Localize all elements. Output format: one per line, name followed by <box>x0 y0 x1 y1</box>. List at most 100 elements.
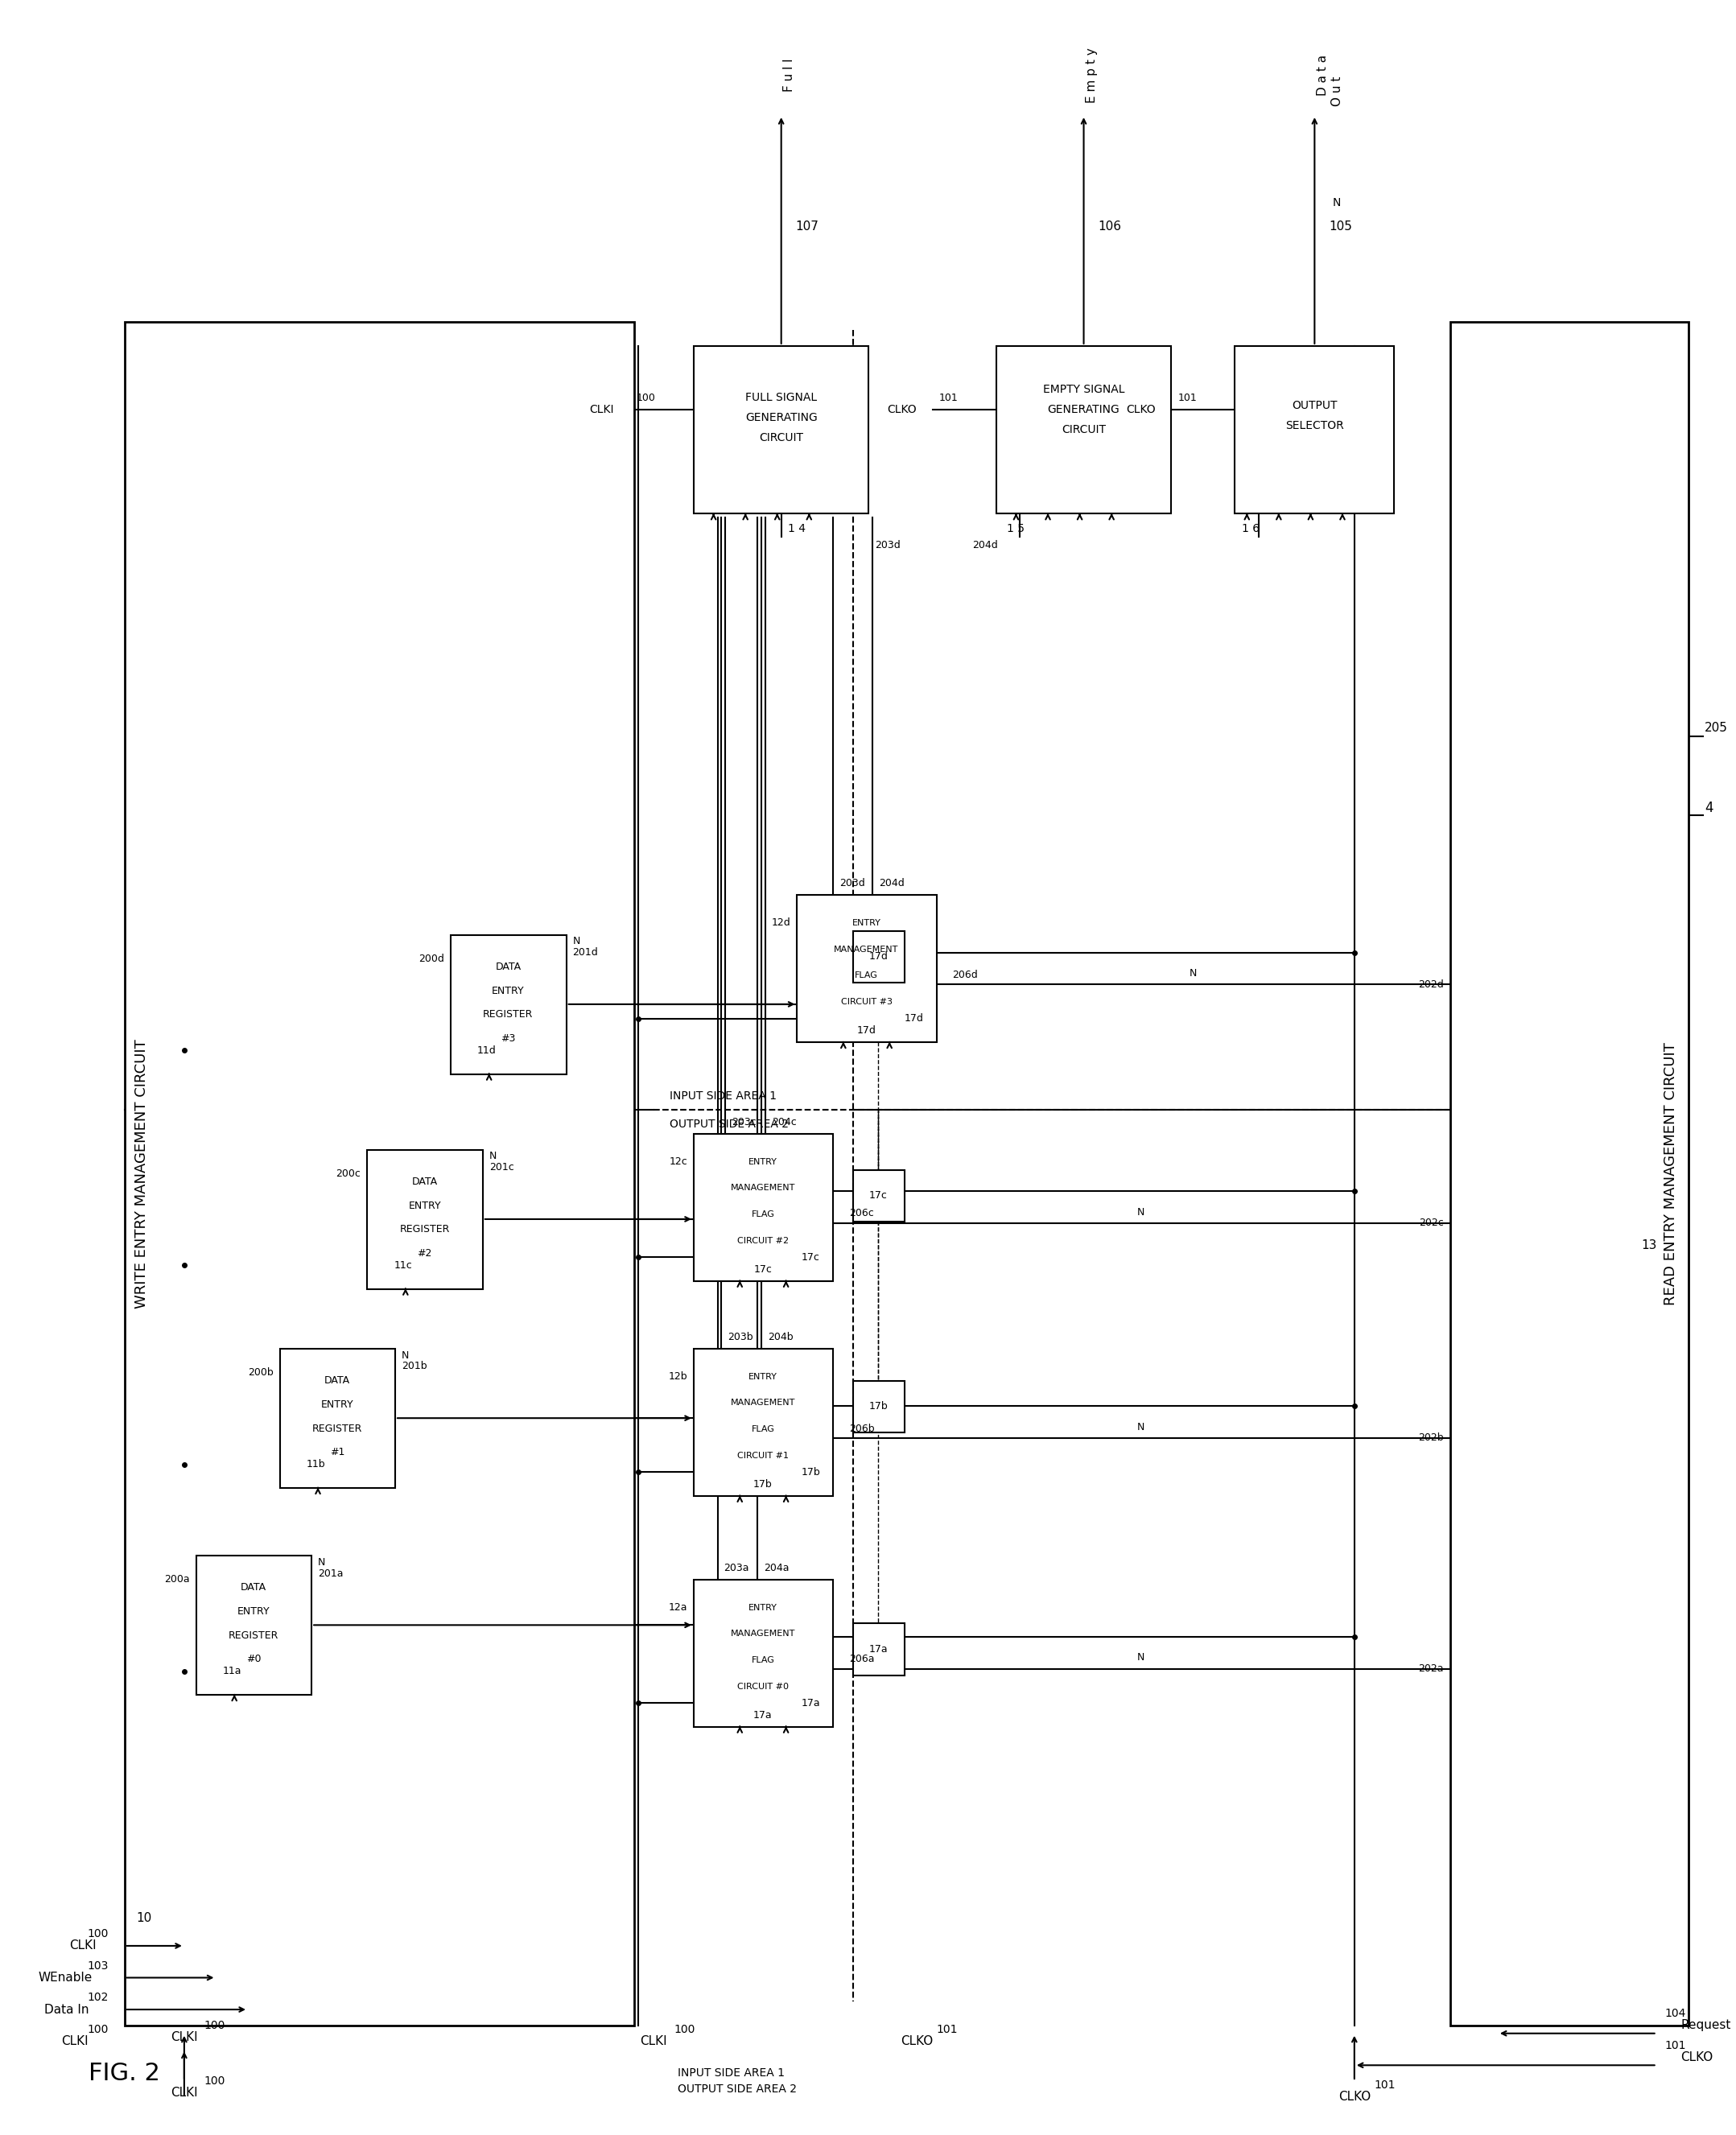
Text: 206a: 206a <box>849 1655 875 1665</box>
Text: 17c: 17c <box>802 1251 819 1262</box>
Text: 17b: 17b <box>753 1480 773 1490</box>
Bar <box>125 322 634 2026</box>
Text: 101: 101 <box>1375 2079 1396 2090</box>
Text: GENERATING: GENERATING <box>745 412 818 423</box>
Text: 100: 100 <box>637 393 656 404</box>
Bar <box>852 1170 904 1221</box>
Text: N: N <box>573 935 580 946</box>
Text: ENTRY: ENTRY <box>748 1603 778 1612</box>
Text: 203c: 203c <box>733 1117 757 1127</box>
Bar <box>1234 346 1394 512</box>
Bar <box>451 935 566 1074</box>
Text: 4: 4 <box>1705 801 1713 816</box>
Text: 11b: 11b <box>306 1458 325 1469</box>
Text: #2: #2 <box>417 1249 432 1260</box>
Text: 1 5: 1 5 <box>1007 523 1024 534</box>
Text: FLAG: FLAG <box>752 1211 774 1219</box>
Text: FLAG: FLAG <box>854 971 878 980</box>
Text: 107: 107 <box>795 220 819 233</box>
Text: 101: 101 <box>1177 393 1196 404</box>
Text: 204c: 204c <box>773 1117 797 1127</box>
Text: FIG. 2: FIG. 2 <box>89 2062 160 2086</box>
Text: 203d: 203d <box>838 877 865 888</box>
Text: 17c: 17c <box>870 1189 887 1200</box>
Text: F u l l: F u l l <box>783 58 795 92</box>
Text: ENTRY: ENTRY <box>321 1398 354 1409</box>
Text: DATA: DATA <box>241 1582 266 1593</box>
Text: 17b: 17b <box>800 1467 819 1477</box>
Text: 203d: 203d <box>875 540 901 551</box>
Text: MANAGEMENT: MANAGEMENT <box>731 1185 795 1191</box>
Text: N: N <box>318 1556 325 1567</box>
Text: 206d: 206d <box>953 969 977 980</box>
Text: CLKI: CLKI <box>170 2088 198 2099</box>
Text: 17a: 17a <box>753 1710 773 1721</box>
Text: CIRCUIT #0: CIRCUIT #0 <box>738 1682 788 1691</box>
Text: N: N <box>490 1151 496 1161</box>
Text: #3: #3 <box>500 1033 516 1044</box>
Bar <box>852 1623 904 1676</box>
Text: 100: 100 <box>87 1928 109 1939</box>
Text: 101: 101 <box>936 2024 958 2035</box>
Text: 12b: 12b <box>668 1371 687 1381</box>
Text: 1 6: 1 6 <box>1241 523 1260 534</box>
Text: FULL SIGNAL: FULL SIGNAL <box>745 393 818 404</box>
Text: ENTRY: ENTRY <box>408 1200 441 1211</box>
Text: Data In: Data In <box>43 2003 89 2015</box>
Text: 203a: 203a <box>724 1563 750 1573</box>
Text: CLKO: CLKO <box>1338 2090 1370 2103</box>
Text: 100: 100 <box>205 2020 226 2030</box>
Text: 105: 105 <box>1328 220 1352 233</box>
Text: 12a: 12a <box>668 1603 687 1612</box>
Text: REGISTER: REGISTER <box>312 1424 363 1435</box>
Bar <box>694 1134 833 1281</box>
Text: GENERATING: GENERATING <box>1047 404 1120 416</box>
Text: 200b: 200b <box>248 1369 273 1377</box>
Text: REGISTER: REGISTER <box>483 1010 533 1021</box>
Text: 12c: 12c <box>668 1157 687 1168</box>
Text: 11a: 11a <box>222 1665 241 1676</box>
Text: 200c: 200c <box>337 1168 361 1179</box>
Text: MANAGEMENT: MANAGEMENT <box>731 1398 795 1407</box>
Text: 11d: 11d <box>477 1046 496 1055</box>
Text: ENTRY: ENTRY <box>748 1373 778 1381</box>
Text: N: N <box>1333 196 1340 209</box>
Text: CLKI: CLKI <box>170 2030 198 2043</box>
Text: 17a: 17a <box>868 1644 887 1655</box>
Bar <box>996 346 1172 512</box>
Text: 204a: 204a <box>764 1563 790 1573</box>
Text: 101: 101 <box>1665 2039 1686 2052</box>
Text: 201c: 201c <box>490 1161 514 1172</box>
Text: 100: 100 <box>87 2024 109 2035</box>
Text: ENTRY: ENTRY <box>852 918 880 927</box>
Text: OUTPUT SIDE AREA 2: OUTPUT SIDE AREA 2 <box>677 2084 797 2094</box>
Text: DATA: DATA <box>411 1176 437 1187</box>
Text: 204d: 204d <box>972 540 998 551</box>
Text: 203b: 203b <box>727 1332 753 1343</box>
Bar <box>196 1556 311 1695</box>
Text: #1: #1 <box>330 1448 344 1458</box>
Text: DATA: DATA <box>495 961 521 971</box>
Text: E m p t y: E m p t y <box>1085 47 1097 102</box>
Text: FLAG: FLAG <box>752 1657 774 1663</box>
Text: 200d: 200d <box>418 954 444 965</box>
Text: 100: 100 <box>205 2075 226 2086</box>
Bar <box>797 895 936 1042</box>
Text: 11c: 11c <box>394 1260 411 1270</box>
Text: N: N <box>1137 1652 1144 1663</box>
Text: N: N <box>1189 967 1196 978</box>
Text: REGISTER: REGISTER <box>229 1631 278 1640</box>
Text: 17d: 17d <box>868 952 887 961</box>
Text: CLKO: CLKO <box>1127 404 1156 416</box>
Text: ENTRY: ENTRY <box>491 986 524 995</box>
Bar <box>852 931 904 982</box>
Text: Request: Request <box>1680 2020 1731 2033</box>
Text: 204d: 204d <box>878 877 904 888</box>
Text: 100: 100 <box>674 2024 694 2035</box>
Text: SELECTOR: SELECTOR <box>1285 421 1344 431</box>
Text: 10: 10 <box>137 1913 153 1924</box>
Text: EMPTY SIGNAL: EMPTY SIGNAL <box>1043 384 1125 395</box>
Text: WRITE ENTRY MANAGEMENT CIRCUIT: WRITE ENTRY MANAGEMENT CIRCUIT <box>135 1040 149 1309</box>
Bar <box>694 346 868 512</box>
Bar <box>279 1349 396 1488</box>
